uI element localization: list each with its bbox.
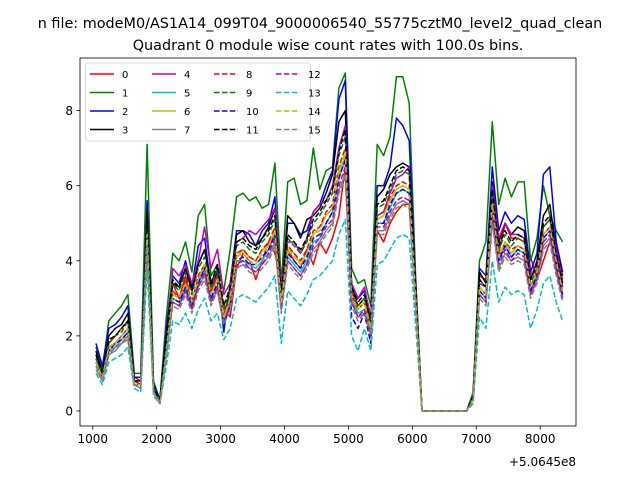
figure-suptitle: n file: modeM0/AS1A14_099T04_9000006540_… [38, 16, 603, 32]
x-tick-label: 5000 [333, 432, 364, 446]
x-axis-ticks: 1000 2000 3000 4000 5000 6000 7000 8000 [78, 426, 556, 446]
series-line-2 [95, 79, 564, 412]
series-line-14 [95, 151, 564, 412]
x-tick-label: 8000 [525, 432, 556, 446]
y-tick-label: 6 [65, 179, 73, 193]
axes-frame [79, 57, 577, 427]
legend-label-6: 6 [184, 107, 190, 118]
plot-lines [95, 72, 564, 412]
series-line-5 [95, 158, 564, 412]
legend-label-7: 7 [184, 126, 190, 137]
x-tick-label: 7000 [461, 432, 492, 446]
series-line-10 [95, 158, 564, 412]
legend-label-11: 11 [246, 126, 259, 137]
legend-label-2: 2 [122, 107, 128, 118]
y-tick-label: 2 [65, 329, 73, 343]
series-line-11 [95, 128, 564, 412]
x-tick-label: 1000 [78, 432, 109, 446]
legend-label-12: 12 [308, 70, 321, 81]
y-axis-ticks: 0 2 4 6 8 [65, 104, 80, 418]
series-line-0 [95, 166, 564, 412]
series-line-1 [95, 72, 564, 412]
x-tick-label: 6000 [397, 432, 428, 446]
series-line-13 [95, 218, 564, 412]
legend-label-10: 10 [246, 107, 259, 118]
legend-box [85, 62, 311, 142]
y-tick-label: 0 [65, 404, 73, 418]
chart-title: Quadrant 0 module wise count rates with … [133, 38, 524, 54]
x-tick-label: 3000 [205, 432, 236, 446]
x-tick-label: 2000 [141, 432, 172, 446]
legend-label-0: 0 [122, 70, 128, 81]
legend-label-5: 5 [184, 89, 190, 100]
y-tick-label: 8 [65, 104, 73, 118]
x-tick-label: 4000 [269, 432, 300, 446]
legend-label-9: 9 [246, 89, 252, 100]
legend-label-1: 1 [122, 89, 128, 100]
legend-label-4: 4 [184, 70, 190, 81]
legend-label-13: 13 [308, 89, 321, 100]
legend-label-3: 3 [122, 126, 128, 137]
series-line-12 [95, 166, 564, 412]
legend-label-8: 8 [246, 70, 252, 81]
y-tick-label: 4 [65, 254, 73, 268]
legend-label-14: 14 [308, 107, 321, 118]
legend-label-15: 15 [308, 126, 321, 137]
x-axis-offset-label: +5.0645e8 [509, 455, 576, 469]
series-line-15 [95, 177, 564, 412]
series-line-3 [95, 109, 564, 412]
